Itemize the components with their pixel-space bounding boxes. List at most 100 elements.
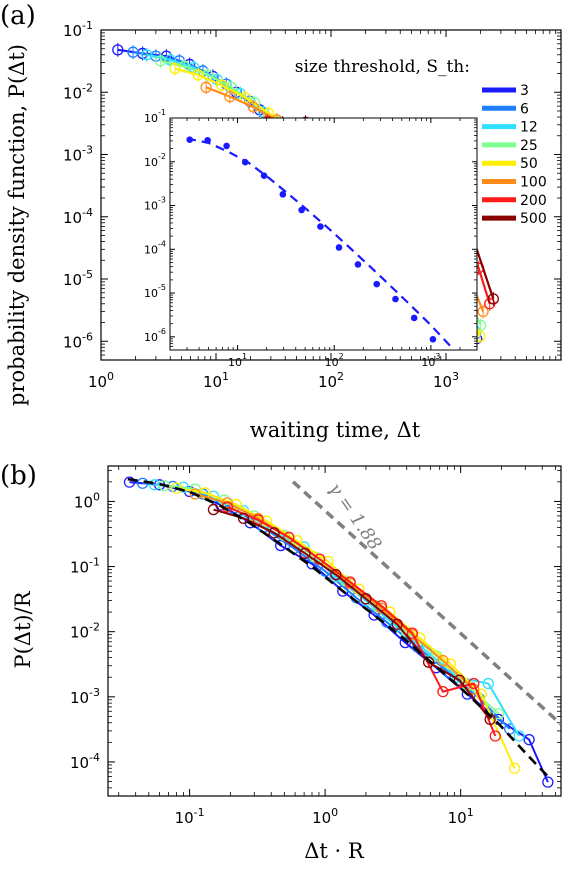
legend-entry-3: 3 xyxy=(520,83,529,99)
tick-label: 10-4 xyxy=(144,239,166,256)
inset-ticks: 101 102 103 10-1 10-2 10-3 10-4 10-5 10-6 xyxy=(144,108,477,369)
collapsed-point-500 xyxy=(360,593,372,605)
tick-label: 100 xyxy=(74,490,100,511)
inset-data-point xyxy=(373,280,380,288)
collapsed-point-200 xyxy=(437,686,449,698)
reference-slope-line xyxy=(291,480,561,726)
master-fit-line xyxy=(127,477,549,778)
panel-a-ticks: 100 101 102 103 10-1 10-2 10-3 10-4 10-5 10-6 xyxy=(63,19,561,391)
tick-label: 10-1 xyxy=(63,19,93,40)
inset-data-point xyxy=(392,295,399,303)
inset-data-point xyxy=(335,244,343,251)
tick-label: 10-4 xyxy=(63,206,93,227)
collapsed-point-3 xyxy=(542,776,554,788)
panel-a-xlabel: waiting time, Δt xyxy=(250,418,421,442)
collapsed-point-50 xyxy=(170,482,183,494)
collapsed-point-100 xyxy=(437,654,449,667)
tick-label: 10-6 xyxy=(63,330,93,351)
inset-data-point xyxy=(241,158,249,166)
tick-label: 102 xyxy=(318,370,344,391)
tick-label: 10-3 xyxy=(70,686,100,707)
tick-label: 10-3 xyxy=(63,144,93,165)
tick-label: 10-5 xyxy=(63,268,93,289)
tick-label: 101 xyxy=(203,370,229,391)
collapsed-point-500 xyxy=(391,618,403,630)
collapsed-point-25 xyxy=(492,708,505,720)
inset-data-point xyxy=(186,136,194,143)
collapsed-point-500 xyxy=(330,569,342,581)
inset-data-point xyxy=(279,191,287,198)
tick-label: 100 xyxy=(312,806,338,827)
data-point-6 xyxy=(127,46,139,58)
collapsed-series-line-500 xyxy=(213,508,491,721)
panel-b-data xyxy=(123,476,561,788)
collapsed-point-500 xyxy=(237,512,250,524)
data-point-3 xyxy=(112,44,124,56)
legend-entry-6: 6 xyxy=(520,101,529,117)
collapsed-point-500 xyxy=(207,503,220,516)
inset-data-point xyxy=(223,142,230,150)
inset-data xyxy=(186,136,456,350)
collapsed-point-12 xyxy=(513,730,525,742)
inset-fit-line xyxy=(186,137,456,350)
data-point-12 xyxy=(141,49,153,61)
collapsed-series-line-6 xyxy=(142,482,511,730)
collapsed-point-50 xyxy=(508,762,521,774)
collapsed-series-line-50 xyxy=(176,487,516,769)
data-point-50 xyxy=(169,62,181,75)
panel-a: (a) 100 101 102 103 10-1 10-2 10-3 10-4 10-5 10-6… xyxy=(0,1,562,442)
data-point-100 xyxy=(200,81,212,93)
collapsed-point-200 xyxy=(468,677,480,690)
collapsed-point-3 xyxy=(275,539,287,552)
collapsed-point-500 xyxy=(268,527,280,539)
legend-entry-200: 200 xyxy=(520,193,547,209)
panel-b: (b) 10-1 100 101 100 10-1 10-2 10-3 10-4 Δt · R… xyxy=(0,461,562,863)
legend: size threshold, S_th: 3 6 12 25 50 100 200 500 xyxy=(295,57,547,227)
collapsed-series-line-3 xyxy=(129,481,549,783)
collapsed-point-3 xyxy=(123,476,136,488)
tick-label: 101 xyxy=(448,806,474,827)
panel-a-ylabel: probability density function, P(Δt) xyxy=(5,44,29,406)
tick-label: 10-3 xyxy=(144,196,166,213)
inset-data-point xyxy=(354,261,362,268)
legend-entry-100: 100 xyxy=(520,175,547,191)
panel-b-label: (b) xyxy=(0,461,37,491)
collapsed-point-500 xyxy=(453,674,466,686)
legend-entry-500: 500 xyxy=(520,211,547,227)
panel-b-xlabel: Δt · R xyxy=(304,839,365,863)
tick-label: 102 xyxy=(325,352,344,369)
panel-a-label: (a) xyxy=(0,1,36,31)
data-point-100 xyxy=(224,90,236,103)
tick-label: 10-5 xyxy=(144,283,166,300)
legend-entry-12: 12 xyxy=(520,120,538,136)
inset-data-point xyxy=(260,172,268,180)
tick-label: 101 xyxy=(228,352,247,369)
panel-b-frame xyxy=(107,465,562,797)
panel-b-ticks: 10-1 100 101 100 10-1 10-2 10-3 10-4 xyxy=(70,466,561,827)
legend-entry-25: 25 xyxy=(520,138,538,154)
collapsed-point-100 xyxy=(189,488,201,500)
tick-label: 10-4 xyxy=(70,751,100,772)
data-point-100 xyxy=(247,101,259,113)
tick-label: 10-2 xyxy=(144,152,166,169)
collapsed-point-500 xyxy=(299,547,311,559)
tick-label: 103 xyxy=(421,352,440,369)
legend-title: size threshold, S_th: xyxy=(295,57,470,77)
tick-label: 10-1 xyxy=(144,108,166,125)
data-point-500 xyxy=(487,293,499,305)
tick-label: 10-6 xyxy=(144,327,166,344)
inset-frame xyxy=(169,117,478,351)
tick-label: 103 xyxy=(433,370,459,391)
data-point-100 xyxy=(477,305,489,318)
inset-data-point xyxy=(317,223,324,230)
data-point-50 xyxy=(216,79,228,91)
tick-label: 100 xyxy=(88,370,114,391)
tick-label: 10-2 xyxy=(70,621,100,642)
tick-label: 10-1 xyxy=(175,806,205,827)
legend-entry-50: 50 xyxy=(520,156,538,172)
inset-data-point xyxy=(204,136,211,144)
inset-data-point xyxy=(410,314,418,322)
collapsed-point-200 xyxy=(489,730,501,742)
inset: 101 102 103 10-1 10-2 10-3 10-4 10-5 10-6 xyxy=(144,108,478,369)
